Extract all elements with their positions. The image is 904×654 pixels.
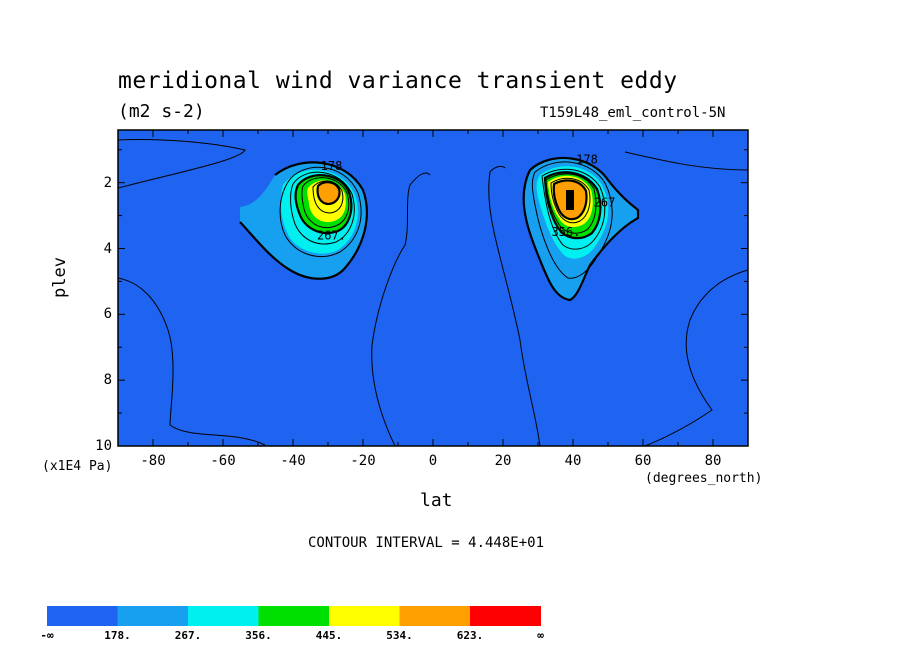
y-tick-label: 4 [103, 240, 112, 257]
contour-line-sh-upper [118, 138, 246, 189]
y-tick-label: 10 [95, 438, 112, 454]
sh-fill-534 [317, 182, 340, 204]
nh-core-623 [566, 190, 574, 210]
chart-title: meridional wind variance transient eddy [118, 68, 678, 94]
contour-line-nh-222 [531, 161, 613, 279]
y-tick-label: 8 [103, 372, 112, 389]
contour-label: 178 [321, 159, 343, 173]
x-tick-label: -80 [140, 453, 166, 469]
contour-line-nh-356 [543, 171, 602, 240]
colorbar-label: 445. [315, 629, 343, 642]
contour-line-sh-356 [294, 174, 353, 235]
contour-line-mid-left [371, 172, 431, 446]
colorbar-swatch [399, 606, 471, 626]
y-tick-label: 6 [103, 306, 112, 323]
contour-line-sh-311 [290, 171, 355, 245]
colorbar-label: 356. [245, 629, 272, 642]
colorbar-label: 623. [456, 629, 484, 642]
colorbar-label: -∞ [40, 629, 54, 642]
contour-line-sh-534 [316, 181, 341, 206]
x-axis-label: lat [420, 490, 453, 511]
x-axis-units: (degrees_north) [645, 471, 763, 486]
x-tick-label: -40 [280, 453, 306, 469]
x-tick-label: -20 [350, 453, 376, 469]
x-tick-label: 0 [428, 453, 438, 469]
colorbar-swatch [117, 606, 189, 626]
contour-interval: CONTOUR INTERVAL = 4.448E+01 [308, 535, 545, 551]
colorbar-label: 534. [386, 629, 413, 642]
x-tick-label: -60 [210, 453, 236, 469]
y-tick-label: 2 [103, 174, 112, 191]
contour-line-nh-178 [522, 156, 640, 302]
colorbar-label: 178. [104, 629, 131, 642]
y-axis-units: (x1E4 Pa) [42, 459, 113, 474]
plot-background [118, 130, 748, 446]
x-tick-label: 40 [564, 453, 582, 469]
x-tick-label: 20 [494, 453, 512, 469]
contour-label: 267 [594, 195, 616, 209]
contour-line-nh-534 [552, 179, 588, 221]
contour-line-nh-311 [541, 168, 606, 250]
x-tick-label: 60 [634, 453, 652, 469]
contour-line-nh-outer [644, 269, 748, 446]
contour-line-nh-upper [624, 151, 748, 171]
colorbar [47, 606, 541, 626]
x-tick-label: 80 [704, 453, 722, 469]
axis-ticks [117, 130, 749, 447]
contour-line-nh-489 [550, 177, 591, 224]
chart-units: (m2 s-2) [118, 101, 205, 122]
colorbar-swatch [47, 606, 118, 626]
contour-line-sh-222 [279, 166, 362, 257]
colorbar-label: ∞ [537, 629, 544, 642]
contour-label: 178 [576, 153, 598, 167]
contour-line-sh-400 [301, 177, 350, 229]
contour-line-sh-outer [118, 277, 266, 446]
y-axis-label: plev [50, 257, 70, 298]
contour-label: 267. [317, 228, 346, 242]
run-id: T159L48_eml_control-5N [540, 105, 726, 121]
contour-line-nh-400 [545, 173, 597, 234]
contour-line-sh-178 [239, 161, 368, 280]
contour-label: 356. [552, 225, 581, 239]
contour-line-mid-right [488, 165, 541, 446]
colorbar-swatch [470, 606, 541, 626]
colorbar-swatch [188, 606, 259, 626]
contour-labels: 178 267. 178 267 356. [317, 153, 615, 243]
colorbar-label: 267. [174, 629, 202, 642]
colorbar-swatch [258, 606, 330, 626]
colorbar-swatch [329, 606, 400, 626]
